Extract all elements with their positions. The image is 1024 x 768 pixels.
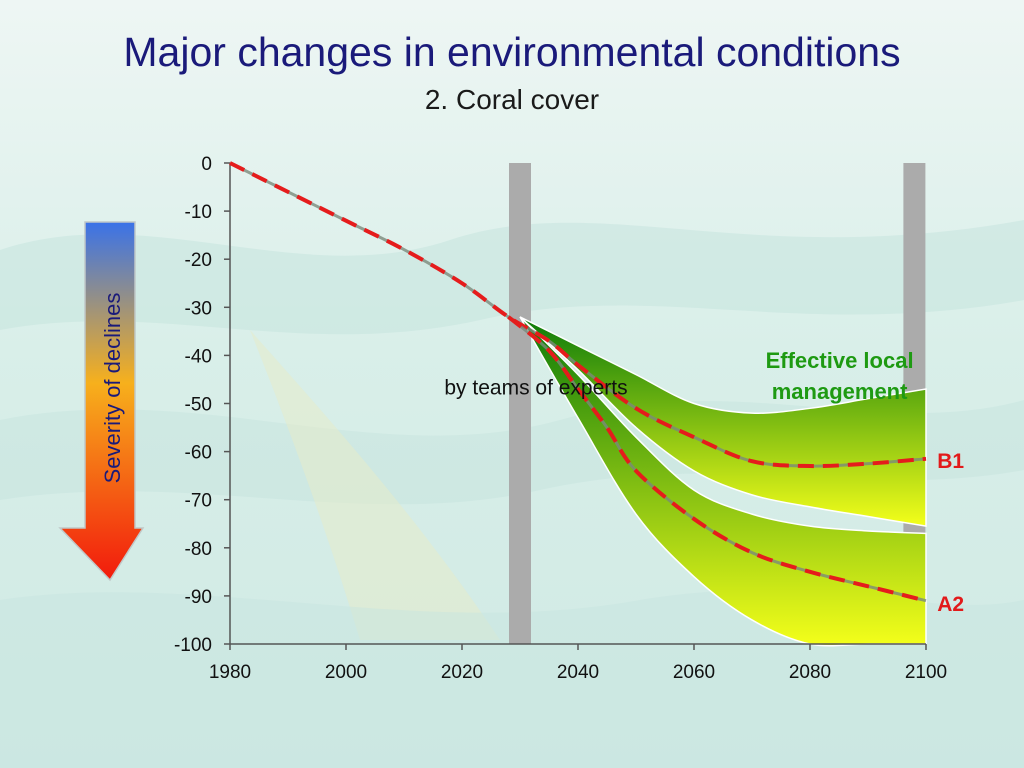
vertical-marker-1 [509,163,531,644]
x-tick-label: 2060 [673,662,715,683]
series-line-b1 [229,161,927,469]
y-tick-label: -80 [185,539,212,560]
y-tick-label: -30 [185,298,212,319]
y-tick-label: -60 [185,443,212,464]
y-tick-label: -40 [185,346,212,367]
x-tick-label: 2100 [905,662,947,683]
y-tick-label: -50 [185,395,212,416]
x-tick-label: 2000 [325,662,367,683]
x-tick-label: 2080 [789,662,831,683]
scenario-label-a2: A2 [937,593,964,616]
annotation-by-teams-of-experts: by teams of experts [444,376,627,399]
y-tick-label: -10 [185,202,212,223]
slide-title: Major changes in environmental condition… [123,29,901,75]
band-b1 [519,316,927,528]
y-tick-label: 0 [201,154,212,175]
x-tick-label: 2040 [557,662,599,683]
annotation-effective-local-management: Effective local [766,348,914,373]
slide-subtitle: 2. Coral cover [424,84,600,115]
x-tick-label: 2020 [441,662,483,683]
scenario-label-b1: B1 [937,450,964,473]
series-line-a2 [507,315,927,603]
y-tick-label: -100 [174,635,212,656]
annotation-effective-local-management: management [772,379,908,404]
severity-arrow [58,221,145,582]
y-tick-label: -70 [185,491,212,512]
x-tick-label: 1980 [209,662,251,683]
y-tick-label: -20 [185,250,212,271]
y-tick-label: -90 [185,587,212,608]
